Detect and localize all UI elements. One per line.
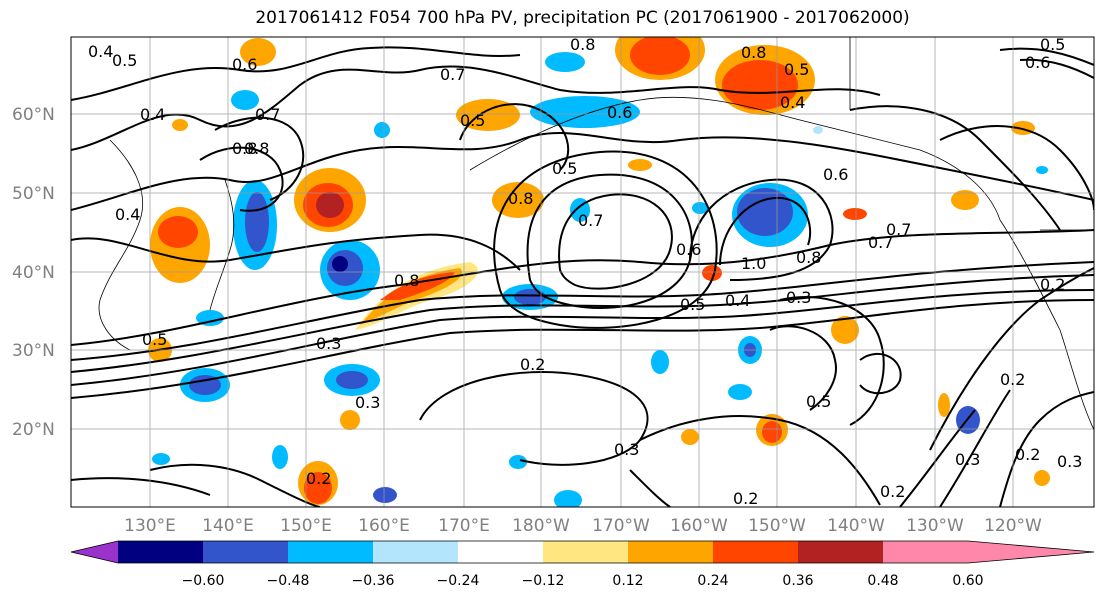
contour-label: 0.5 (1040, 35, 1065, 54)
contour-label: 0.6 (232, 55, 257, 74)
contour-label: 0.4 (780, 93, 805, 112)
longitude-labels: 130°E 140°E 150°E 160°E 170°E 180°W 170°… (124, 516, 1042, 536)
colorbar-tick-label: 0.60 (952, 573, 983, 589)
contour-label: 0.5 (680, 295, 705, 314)
contour-label: 0.5 (784, 60, 809, 79)
contour-label: 0.6 (607, 103, 632, 122)
contour-label: 0.7 (578, 211, 603, 230)
contour-label: 0.8 (232, 139, 257, 158)
contour-label: 0.8 (741, 43, 766, 62)
contour-label: 0.8 (508, 189, 533, 208)
contour-label: 0.5 (460, 111, 485, 130)
coastlines (98, 37, 1094, 431)
lat-label: 30°N (12, 341, 55, 361)
contour-label: 0.6 (823, 165, 848, 184)
lon-label: 160°E (358, 516, 410, 536)
colorbar-bin (628, 541, 713, 563)
contour-label: 0.4 (725, 291, 750, 310)
contour-label: 0.3 (955, 450, 980, 469)
contour-label: 0.2 (1000, 370, 1025, 389)
contour-label: 0.7 (255, 105, 280, 124)
contour-label: 0.7 (868, 233, 893, 252)
contour-label: 0.3 (316, 334, 341, 353)
colorbar-tick-label: −0.36 (352, 573, 395, 589)
colorbar-tick-label: −0.60 (182, 573, 225, 589)
lon-label: 170°E (438, 516, 490, 536)
pv-contours (71, 46, 1094, 507)
contour-label: 0.2 (520, 355, 545, 374)
lon-label: 170°W (592, 516, 650, 536)
lon-label: 150°W (748, 516, 806, 536)
lon-label: 150°E (280, 516, 332, 536)
lat-label: 40°N (12, 263, 55, 283)
contour-label: 0.8 (796, 248, 821, 267)
colorbar-arrow-right (968, 541, 1094, 563)
contour-label: 0.8 (570, 35, 595, 54)
contour-label: 0.8 (244, 139, 269, 158)
lon-label: 130°E (124, 516, 176, 536)
lon-label: 140°E (202, 516, 254, 536)
lat-label: 60°N (12, 105, 55, 125)
colorbar-tick-label: 0.12 (612, 573, 643, 589)
contour-label: 0.2 (1015, 445, 1040, 464)
colorbar-bin (118, 541, 203, 563)
contour-label: 0.5 (142, 330, 167, 349)
colorbar-bin (458, 541, 543, 563)
contour-label: 0.3 (614, 440, 639, 459)
colorbar-tick-label: 0.24 (697, 573, 728, 589)
contour-label: 0.2 (880, 482, 905, 501)
contour-label: 0.2 (306, 469, 331, 488)
contour-label: 0.5 (806, 392, 831, 411)
colorbar: −0.60 −0.48 −0.36 −0.24 −0.12 0.12 0.24 … (70, 540, 1095, 589)
colorbar-bin (203, 541, 288, 563)
contour-label: 0.6 (676, 240, 701, 259)
colorbar-arrow-left (71, 541, 118, 563)
colorbar-tick-label: 0.36 (782, 573, 813, 589)
lon-label: 160°W (670, 516, 728, 536)
contour-labels: 0.4 0.5 0.6 0.7 0.8 0.7 0.5 0.8 0.8 0.8 … (88, 35, 1082, 508)
colorbar-bin (288, 541, 373, 563)
contour-label: 0.4 (140, 105, 165, 124)
contour-label: 0.2 (1040, 275, 1065, 294)
colorbar-bin (798, 541, 883, 563)
colorbar-bin (543, 541, 628, 563)
contour-label: 0.2 (733, 489, 758, 508)
map-title: 2017061412 F054 700 hPa PV, precipitatio… (255, 8, 910, 28)
map-frame (70, 36, 1095, 508)
graticule (71, 37, 1094, 507)
colorbar-tick-label: −0.12 (522, 573, 565, 589)
contour-label: 0.4 (88, 42, 113, 61)
colorbar-tick-label: −0.24 (437, 573, 480, 589)
contour-label: 0.5 (112, 51, 137, 70)
lon-label: 140°W (827, 516, 885, 536)
contour-label: 0.5 (552, 159, 577, 178)
colorbar-bin (883, 541, 968, 563)
contour-label: 0.3 (786, 288, 811, 307)
colorbar-tick-label: −0.48 (267, 573, 310, 589)
latitude-labels: 60°N 50°N 40°N 30°N 20°N (12, 105, 55, 440)
colorbar-bin (373, 541, 458, 563)
lat-label: 20°N (12, 420, 55, 440)
lat-label: 50°N (12, 184, 55, 204)
colorbar-tick-labels: −0.60 −0.48 −0.36 −0.24 −0.12 0.12 0.24 … (182, 573, 984, 589)
lon-label: 130°W (906, 516, 964, 536)
contour-label: 0.8 (394, 271, 419, 290)
contour-label: 0.3 (355, 393, 380, 412)
contour-label: 0.4 (115, 205, 140, 224)
contour-label: 1.0 (741, 254, 766, 273)
colorbar-tick-label: 0.48 (867, 573, 898, 589)
contour-label: 0.7 (886, 220, 911, 239)
contour-label: 0.6 (1025, 53, 1050, 72)
contour-label: 0.3 (1057, 452, 1082, 471)
lon-label: 120°W (984, 516, 1042, 536)
colorbar-bin (713, 541, 798, 563)
contour-label: 0.7 (440, 65, 465, 84)
lon-label: 180°W (512, 516, 570, 536)
